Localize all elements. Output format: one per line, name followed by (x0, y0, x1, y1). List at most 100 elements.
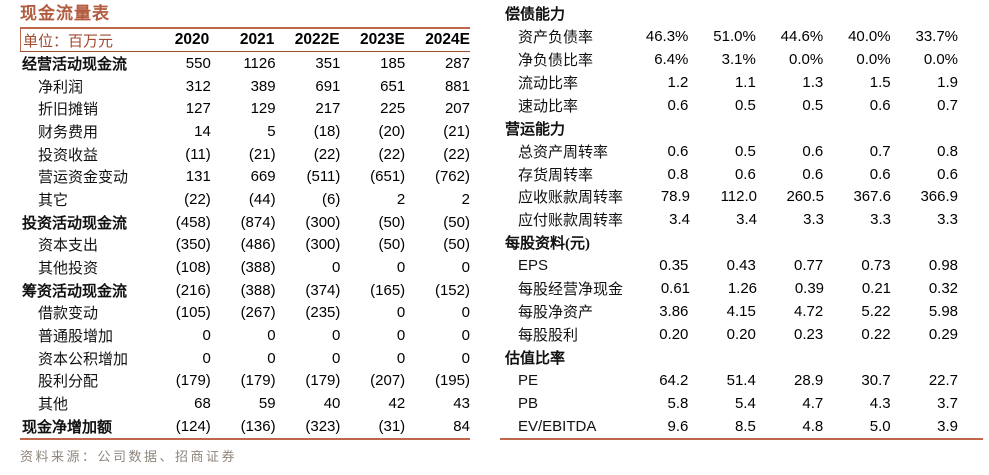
cell-value: (22) (443, 145, 470, 163)
cell-value: 78.9 (660, 188, 691, 206)
table-row: 每股净资产 3.86 4.15 4.72 5.22 5.98 (500, 300, 958, 323)
cell-value: 9.6 (667, 417, 689, 435)
row-label: 净负债比率 (518, 52, 594, 69)
cell-value: 669 (250, 168, 276, 186)
cell-value: 6.4% (654, 50, 689, 68)
cell-value: (50) (378, 236, 406, 254)
table-title: 现金流量表 (20, 4, 110, 23)
cell-value: 1.1 (734, 73, 756, 91)
cell-value: 0.73 (861, 257, 891, 275)
cell-value: 1.9 (937, 73, 959, 91)
row-label: 每股经营净现金 (518, 282, 624, 299)
cell-value: 0.8 (937, 142, 959, 160)
year-header: 2020 (174, 31, 210, 48)
cell-value: 0.5 (802, 96, 824, 114)
year-header: 2021 (239, 31, 275, 48)
cell-value: 112.0 (720, 188, 758, 206)
ratio-rows: 偿债能力 资产负债率 46.3% 51.0% 44.6% 40.0% 33.7%… (500, 2, 983, 440)
unit-label: 单位：百万元 (23, 33, 114, 50)
cell-value: 3.9 (937, 417, 959, 435)
cell-value: 0.6 (802, 142, 824, 160)
table-row: 估值比率 (500, 346, 958, 369)
cell-value: 3.1% (721, 50, 756, 68)
cell-value: 0 (202, 327, 211, 345)
cell-value: 5.8 (667, 394, 689, 412)
row-label: 速动比率 (518, 98, 579, 115)
cell-value: 0.43 (726, 257, 756, 275)
table-row: EPS 0.35 0.43 0.77 0.73 0.98 (500, 254, 958, 277)
cell-value: 1.3 (802, 73, 824, 91)
year-header: 2024E (425, 31, 471, 48)
cell-value: 40.0% (848, 27, 891, 45)
cell-value: 42 (388, 395, 406, 413)
cell-value: (6) (322, 190, 341, 208)
year-header: 2022E (294, 31, 340, 48)
cell-value: 207 (444, 100, 470, 118)
row-label: 资产负债率 (518, 29, 594, 46)
cell-value: 225 (380, 100, 406, 118)
cell-value: (31) (378, 417, 406, 435)
cell-value: 51.4 (726, 371, 756, 389)
cell-value: 5.98 (928, 303, 959, 321)
row-label: 普通股增加 (38, 329, 114, 346)
row-label: 总资产周转率 (518, 144, 609, 161)
row-label: 投资活动现金流 (22, 215, 128, 232)
cell-value: 0 (332, 259, 341, 277)
table-row: 其他投资 (108) (388) 0 0 0 (20, 256, 470, 279)
cell-value: (350) (175, 236, 211, 254)
cell-value: 30.7 (861, 371, 891, 389)
cell-value: 4.15 (726, 303, 756, 321)
cell-value: 0.20 (726, 326, 756, 344)
cell-value: 367.6 (853, 188, 892, 206)
cell-value: 0 (396, 304, 406, 322)
cell-value: 51.0% (713, 27, 756, 45)
cell-value: (458) (175, 213, 211, 231)
table-row: 营运资金变动 131 669 (511) (651) (762) (20, 165, 470, 188)
cell-value: (108) (175, 259, 211, 277)
cell-value: 40 (323, 395, 341, 413)
cell-value: 129 (250, 100, 276, 118)
row-label: 偿债能力 (505, 6, 566, 23)
cell-value: (235) (305, 304, 341, 322)
row-label: 营运能力 (505, 121, 566, 138)
cell-value: 0.7 (869, 142, 891, 160)
cell-value: 0.98 (928, 257, 959, 275)
row-label: 其它 (38, 192, 69, 209)
cell-value: (152) (434, 281, 470, 299)
row-label: 每股净资产 (518, 305, 594, 322)
cell-value: 1126 (243, 54, 276, 72)
cell-value: (179) (240, 372, 276, 390)
cell-value: 5.4 (734, 394, 756, 412)
cell-value: 0.0% (789, 50, 824, 68)
cell-value: 14 (194, 122, 211, 140)
cell-value: (50) (378, 213, 406, 231)
table-row: 每股资料(元) (500, 231, 958, 254)
cell-value: 59 (258, 395, 276, 413)
cell-value: 0 (461, 327, 470, 345)
year-header: 2023E (359, 31, 405, 48)
cell-value: 46.3% (645, 27, 689, 45)
cell-value: 68 (194, 395, 211, 413)
row-label: 存货周转率 (518, 167, 594, 184)
cell-value: 4.7 (802, 394, 824, 412)
cell-value: 0.6 (869, 165, 891, 183)
cell-value: (22) (313, 145, 341, 163)
table-row: PB 5.8 5.4 4.7 4.3 3.7 (500, 392, 958, 415)
cell-value: 0.21 (861, 280, 892, 298)
row-label: 营运资金变动 (38, 170, 129, 187)
table-row: 经营活动现金流 550 1126 351 185 287 (20, 52, 470, 75)
table-row: 折旧摊销 127 129 217 225 207 (20, 97, 470, 120)
row-label: 其他投资 (38, 261, 99, 278)
row-label: 现金净增加额 (22, 419, 113, 436)
cell-value: 3.7 (937, 394, 959, 412)
cell-value: (22) (184, 190, 211, 208)
cell-value: (300) (305, 213, 341, 231)
cell-value: (195) (434, 372, 470, 390)
cell-value: (18) (313, 122, 341, 140)
table-row: 其它 (22) (44) (6) 2 2 (20, 188, 470, 211)
cell-value: 28.9 (794, 371, 824, 389)
table-row: 营运能力 (500, 117, 958, 140)
cell-value: 0 (396, 349, 406, 367)
cell-value: 550 (185, 54, 211, 72)
